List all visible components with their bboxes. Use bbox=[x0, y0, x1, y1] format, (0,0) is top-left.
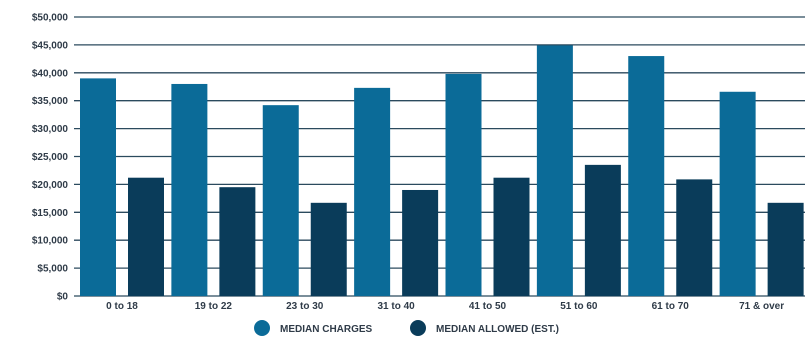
y-tick-label: $40,000 bbox=[32, 68, 69, 79]
y-tick-label: $20,000 bbox=[32, 180, 69, 191]
bar-median-charges-7 bbox=[719, 91, 756, 296]
y-tick-label: $10,000 bbox=[32, 236, 69, 247]
y-tick-label: $15,000 bbox=[32, 208, 69, 219]
bar-median-charges-3 bbox=[354, 87, 391, 296]
chart-bars bbox=[80, 45, 804, 297]
bar-median-allowed-0 bbox=[128, 177, 164, 296]
y-tick-label: $45,000 bbox=[32, 40, 69, 51]
y-tick-label: $35,000 bbox=[32, 96, 69, 107]
bar-median-charges-2 bbox=[262, 105, 299, 296]
legend-label-median-allowed: MEDIAN ALLOWED (EST.) bbox=[436, 324, 559, 335]
y-tick-label: $50,000 bbox=[32, 13, 69, 24]
bar-median-charges-5 bbox=[536, 45, 573, 296]
bar-median-charges-1 bbox=[171, 83, 208, 297]
y-tick-label: $25,000 bbox=[32, 152, 69, 163]
y-tick-label: $5,000 bbox=[37, 264, 68, 275]
x-tick-label: 23 to 30 bbox=[286, 301, 324, 312]
bar-median-allowed-2 bbox=[310, 202, 347, 296]
x-tick-label: 19 to 22 bbox=[195, 301, 233, 312]
bar-median-allowed-5 bbox=[584, 164, 621, 296]
bar-median-allowed-4 bbox=[493, 177, 530, 296]
y-axis: $0 $5,000 $10,000 $15,000 $20,000 $25,000 $30,… bbox=[32, 13, 69, 303]
bar-median-allowed-3 bbox=[402, 189, 439, 296]
x-tick-label: 51 to 60 bbox=[560, 301, 598, 312]
bar-median-allowed-6 bbox=[676, 179, 713, 296]
bar-median-charges-0 bbox=[80, 78, 116, 296]
legend-label-median-charges: MEDIAN CHARGES bbox=[280, 324, 373, 335]
bar-median-allowed-7 bbox=[767, 202, 804, 296]
x-axis: 0 to 18 19 to 22 23 to 30 31 to 40 41 to 50 5… bbox=[106, 301, 784, 312]
legend-swatch-median-charges bbox=[254, 320, 270, 336]
bar-median-charges-4 bbox=[445, 73, 482, 296]
chart-legend: MEDIAN CHARGES MEDIAN ALLOWED (EST.) bbox=[254, 320, 559, 336]
x-tick-label: 61 to 70 bbox=[652, 301, 690, 312]
bar-median-allowed-1 bbox=[219, 187, 256, 296]
y-tick-label: $30,000 bbox=[32, 124, 69, 135]
legend-swatch-median-allowed bbox=[410, 320, 426, 336]
x-tick-label: 41 to 50 bbox=[469, 301, 507, 312]
x-tick-label: 0 to 18 bbox=[106, 301, 138, 312]
x-tick-label: 71 & over bbox=[739, 301, 784, 312]
x-tick-label: 31 to 40 bbox=[378, 301, 416, 312]
bar-median-charges-6 bbox=[628, 56, 665, 297]
y-tick-label: $0 bbox=[57, 292, 69, 303]
